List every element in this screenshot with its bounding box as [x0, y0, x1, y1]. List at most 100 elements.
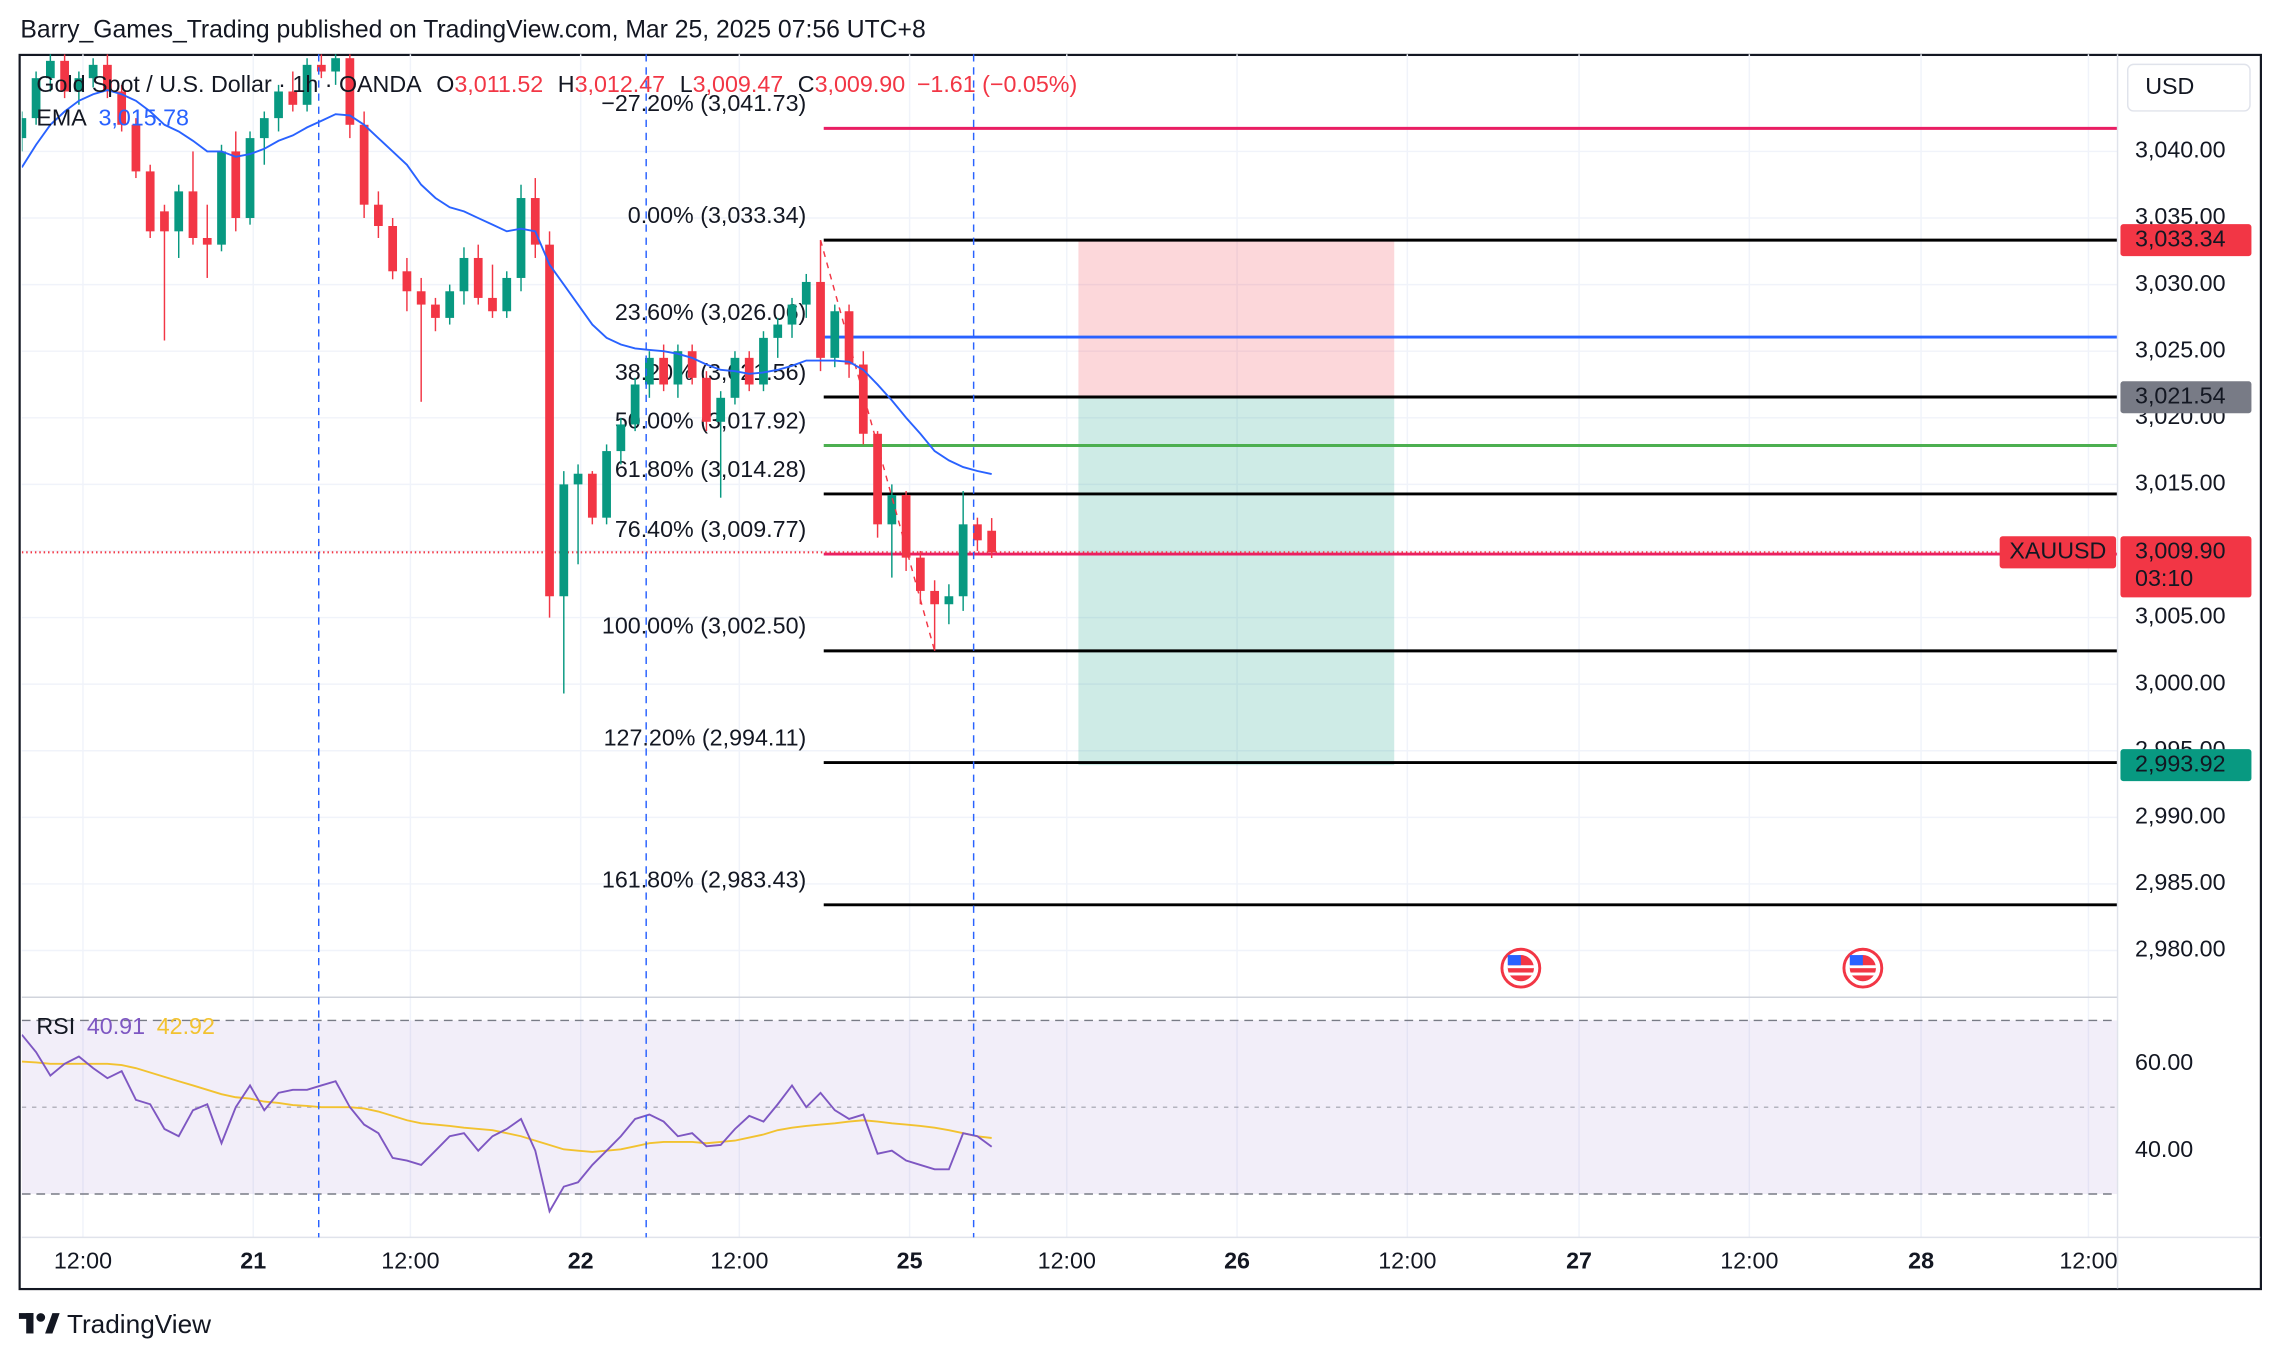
candle-body	[459, 257, 469, 292]
candle-body	[45, 60, 55, 79]
fib-label: 127.20% (2,994.11)	[604, 724, 807, 750]
main-pane: −27.20% (3,041.73)0.00% (3,033.34)23.60%…	[21, 54, 2118, 907]
brand-logo	[18, 1313, 60, 1334]
grid	[21, 54, 2118, 1238]
candle-body	[217, 151, 226, 245]
candle-body	[702, 377, 711, 422]
y-tick-label: 3,025.00	[2135, 336, 2226, 362]
candle-body	[288, 91, 298, 105]
candle-body	[545, 244, 554, 597]
x-tick-label: 22	[568, 1247, 594, 1273]
candle-body	[174, 191, 184, 232]
candle-body	[916, 557, 925, 591]
candle-body	[388, 226, 398, 272]
brand: TradingView	[67, 1309, 211, 1339]
ema-value: 3,015.78	[98, 105, 189, 131]
ohlc-value: 3,012.47	[575, 71, 666, 97]
ohlc-key: H	[558, 71, 575, 97]
currency-button[interactable]	[2127, 63, 2251, 112]
candle-body	[160, 211, 169, 232]
candle-body	[316, 64, 326, 72]
stop-zone	[1078, 240, 1395, 398]
x-tick-label: 26	[1224, 1247, 1250, 1273]
candle-body	[987, 530, 997, 553]
y-tick-label: 2,980.00	[2135, 936, 2226, 962]
candle-body	[402, 271, 412, 292]
candle-body	[944, 596, 954, 605]
ema-line	[21, 89, 992, 475]
fib-label: 100.00% (3,002.50)	[602, 613, 806, 639]
candle-body	[530, 198, 540, 245]
candle-body	[331, 58, 340, 72]
candle-body	[117, 91, 127, 125]
candle-body	[858, 364, 868, 434]
candle-body	[844, 311, 854, 365]
rsi-ma-line	[21, 1060, 992, 1153]
rsi-name: RSI	[36, 1013, 75, 1039]
candle-body	[873, 433, 882, 525]
y-tick-label: 3,000.00	[2135, 669, 2226, 695]
target-zone	[1078, 397, 1395, 766]
candle-body	[359, 124, 369, 205]
rsi-ma-value: 42.92	[157, 1013, 215, 1039]
axes: 12:00 21 12:00 22 12:00 25 12:00 26 12:00 27 12:00…	[54, 137, 2252, 1273]
rsi-line	[21, 1034, 993, 1214]
rsi-legend: RSI 40.91 42.92	[36, 1013, 215, 1039]
ema-name: EMA	[36, 105, 87, 131]
candle-body	[374, 204, 383, 227]
ohlc-key: O	[436, 71, 454, 97]
candle-body	[259, 118, 269, 139]
candle-body	[131, 124, 141, 172]
frame	[18, 53, 2262, 1291]
y-tick-label: 2,985.00	[2135, 869, 2226, 895]
price-badge-label: 3,033.34	[2135, 225, 2226, 251]
x-tick-label: 12:00	[1038, 1247, 1096, 1273]
candle-body	[901, 495, 911, 558]
candle-body	[488, 297, 497, 312]
candle-body	[816, 281, 825, 358]
candle-body	[730, 357, 740, 398]
price-badge-label: 3,021.54	[2135, 382, 2226, 408]
x-tick-label: 12:00	[54, 1247, 112, 1273]
candle-body	[759, 337, 768, 385]
candle-body	[473, 257, 483, 298]
candle-body	[74, 78, 84, 92]
y-tick-label: 3,040.00	[2135, 137, 2226, 163]
currency[interactable]: USD	[2145, 73, 2194, 99]
symbol-badge	[1999, 536, 2117, 569]
y-tick-label: 3,005.00	[2135, 603, 2226, 629]
candle-body	[345, 58, 355, 125]
price-badge	[2120, 224, 2252, 257]
candle-body	[274, 91, 283, 119]
fib-label: 76.40% (3,009.77)	[615, 516, 806, 542]
candle-body	[830, 311, 840, 358]
candle-body	[616, 424, 626, 452]
candle-body	[231, 151, 241, 219]
event-flag[interactable]	[1842, 947, 1884, 989]
ema-legend: EMA 3,015.78	[36, 105, 189, 131]
rsi-value: 40.91	[87, 1013, 145, 1039]
candle-body	[302, 64, 312, 105]
x-tick-label: 27	[1566, 1247, 1592, 1273]
candle-body	[88, 64, 98, 79]
candle-body	[31, 78, 41, 119]
candle-body	[787, 304, 797, 325]
candle-body	[645, 357, 654, 385]
y-tick-label: 3,030.00	[2135, 270, 2226, 296]
x-tick-label: 25	[897, 1247, 923, 1273]
event-flag[interactable]	[1500, 947, 1542, 989]
candle-body	[958, 524, 968, 597]
x-tick-label: 28	[1908, 1247, 1934, 1273]
candle-body	[587, 473, 597, 518]
x-tick-label: 21	[240, 1247, 266, 1273]
candle-body	[573, 473, 583, 485]
candle-body	[431, 304, 440, 318]
price-badge-label: 2,993.92	[2135, 750, 2226, 776]
ohlc-key: C	[798, 71, 815, 97]
attribution: Barry_Games_Trading published on Trading…	[20, 16, 925, 43]
fib-trend	[819, 239, 936, 652]
ohlc-key: L	[680, 71, 693, 97]
rsi-tick-label: 40.00	[2135, 1136, 2193, 1162]
last-price-badge	[2120, 536, 2252, 598]
